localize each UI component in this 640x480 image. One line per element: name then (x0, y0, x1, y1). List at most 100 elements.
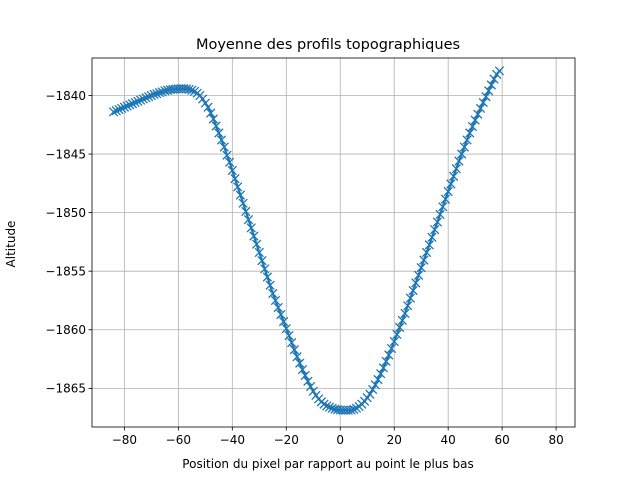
data-point-marker (117, 103, 127, 114)
data-point-marker (389, 336, 399, 347)
data-point-marker (119, 102, 130, 112)
data-point-marker (451, 164, 461, 174)
data-point-marker (367, 384, 378, 395)
data-point-marker (130, 97, 140, 108)
data-point-marker (494, 66, 505, 76)
data-point-marker (135, 95, 146, 105)
data-point-marker (227, 165, 237, 176)
data-point-marker (403, 301, 413, 311)
x-tick-label: 40 (441, 433, 456, 447)
data-point-marker (300, 370, 310, 381)
data-point-marker (276, 309, 286, 320)
data-point-marker (111, 106, 121, 116)
series-layer (108, 66, 505, 416)
data-point-marker (416, 263, 426, 273)
y-tick-label: −1860 (45, 323, 86, 337)
y-tick-label: −1850 (45, 206, 86, 220)
data-point-marker (446, 179, 456, 189)
data-point-marker (152, 89, 162, 99)
data-point-marker (246, 223, 256, 233)
y-axis-label: Altitude (4, 221, 18, 268)
data-point-marker (373, 374, 383, 385)
data-point-marker (249, 231, 259, 241)
data-point-marker (133, 96, 143, 106)
data-point-marker (214, 128, 224, 138)
data-point-marker (224, 157, 235, 167)
data-point-marker (478, 97, 488, 108)
data-point-marker (222, 150, 232, 160)
data-point-marker (273, 302, 283, 313)
data-point-marker (376, 369, 386, 379)
plot-frame (91, 57, 576, 428)
data-point-marker (144, 92, 154, 102)
y-tick-label: −1840 (45, 89, 86, 103)
data-point-marker (475, 103, 486, 114)
data-point-marker (278, 316, 289, 327)
data-point-marker (381, 356, 391, 367)
data-point-marker (127, 99, 138, 109)
data-point-marker (438, 202, 448, 212)
data-point-marker (295, 358, 305, 368)
data-point-marker (270, 295, 281, 306)
data-point-marker (400, 308, 410, 319)
data-point-marker (473, 109, 483, 119)
x-tick-label: −80 (112, 433, 137, 447)
x-tick-label: −40 (220, 433, 245, 447)
data-point-marker (122, 101, 132, 111)
tick-layer: −80 −60 −40 −20 0 20 40 60 80 −1865 −1860 −1855 −185… (45, 89, 563, 447)
data-point-marker (289, 345, 300, 355)
data-point-marker (243, 215, 254, 225)
x-axis-label: Position du pixel par rapport au point l… (182, 457, 473, 471)
data-point-marker (459, 142, 470, 152)
data-point-marker (308, 386, 318, 396)
data-point-marker (241, 206, 251, 217)
data-point-marker (230, 174, 240, 184)
data-point-marker (443, 186, 453, 197)
data-point-marker (408, 285, 418, 296)
data-point-marker (216, 135, 227, 145)
data-point-marker (386, 343, 397, 354)
data-point-marker (384, 350, 394, 360)
y-tick-label: −1865 (45, 382, 86, 396)
data-point-marker (208, 114, 219, 124)
data-point-marker (189, 86, 200, 97)
data-point-marker (432, 217, 443, 227)
x-tick-label: −20 (274, 433, 299, 447)
data-point-marker (154, 87, 165, 98)
data-point-marker (365, 389, 375, 399)
data-point-marker (427, 232, 437, 242)
data-point-marker (481, 92, 491, 102)
data-point-marker (327, 403, 337, 413)
data-point-marker (125, 100, 135, 110)
data-point-marker (465, 128, 475, 138)
data-point-marker (421, 247, 432, 258)
x-tick-label: 80 (548, 433, 563, 447)
data-point-marker (251, 239, 262, 249)
x-tick-label: −60 (166, 433, 191, 447)
data-point-marker (184, 84, 194, 95)
x-tick-label: 60 (495, 433, 510, 447)
data-point-marker (370, 380, 380, 390)
data-point-marker (235, 190, 246, 200)
data-point-marker (265, 280, 275, 290)
data-point-marker (292, 352, 302, 362)
data-point-marker (187, 85, 197, 95)
data-point-marker (454, 156, 464, 166)
data-point-marker (157, 87, 167, 97)
data-point-marker (268, 288, 278, 299)
y-tick-label: −1855 (45, 265, 86, 279)
data-point-marker (260, 264, 270, 274)
data-point-marker (448, 171, 459, 181)
data-point-marker (203, 102, 213, 112)
data-point-marker (233, 182, 243, 192)
data-point-marker (489, 74, 499, 84)
data-point-marker (284, 330, 294, 341)
data-point-marker (257, 256, 267, 266)
data-point-marker (149, 89, 159, 99)
data-point-marker (146, 90, 157, 101)
data-point-marker (197, 94, 208, 104)
data-point-marker (413, 270, 424, 280)
data-point-marker (467, 121, 478, 132)
grid-layer (92, 58, 575, 427)
